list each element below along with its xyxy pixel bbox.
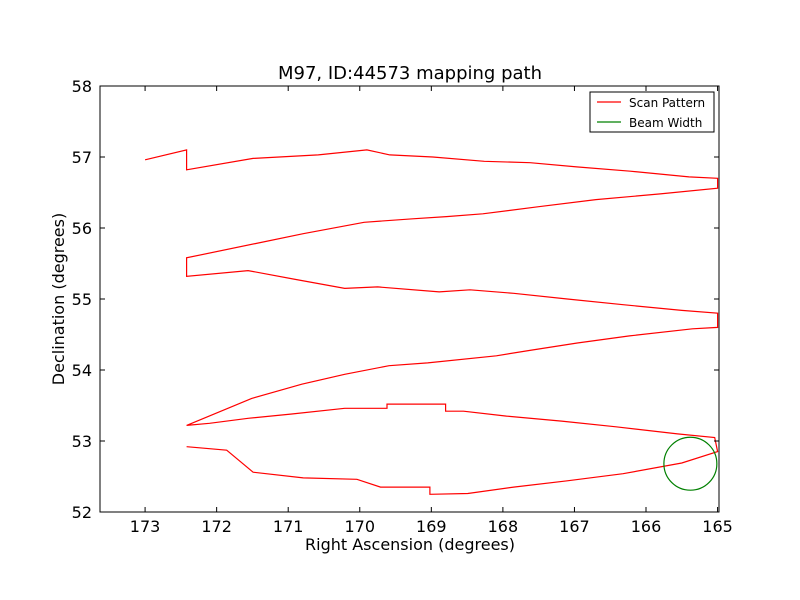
legend: Scan Pattern Beam Width	[589, 91, 715, 133]
legend-label-beam-width: Beam Width	[629, 116, 702, 130]
x-tick-label: 165	[702, 517, 733, 536]
x-tick-label: 167	[559, 517, 590, 536]
x-tick-label: 170	[344, 517, 375, 536]
y-tick-label: 56	[72, 219, 92, 238]
x-tick-label: 172	[201, 517, 232, 536]
plot-area	[99, 85, 720, 513]
x-tick-label: 169	[416, 517, 447, 536]
y-tick-label: 54	[72, 361, 92, 380]
y-axis: 52 53 54 55 56 57 58	[72, 77, 719, 522]
y-tick-label: 52	[72, 503, 92, 522]
series-layer	[144, 149, 719, 495]
y-tick-label: 57	[72, 148, 92, 167]
y-axis-label: Declination (degrees)	[49, 213, 68, 385]
x-axis: 173 172 171 170 169 168 167 166 165	[130, 86, 733, 536]
legend-box	[589, 91, 715, 133]
x-tick-label: 173	[130, 517, 161, 536]
x-tick-label: 166	[631, 517, 662, 536]
beam-width-circle	[663, 436, 718, 491]
y-tick-label: 58	[72, 77, 92, 96]
plot-background	[100, 86, 719, 512]
legend-label-scan-pattern: Scan Pattern	[629, 96, 705, 110]
x-axis-label: Right Ascension (degrees)	[305, 535, 515, 554]
y-tick-label: 55	[72, 290, 92, 309]
y-tick-label: 53	[72, 432, 92, 451]
chart-title: M97, ID:44573 mapping path	[278, 63, 542, 84]
scan-pattern-line	[144, 149, 719, 495]
x-tick-label: 168	[488, 517, 519, 536]
x-tick-label: 171	[273, 517, 304, 536]
